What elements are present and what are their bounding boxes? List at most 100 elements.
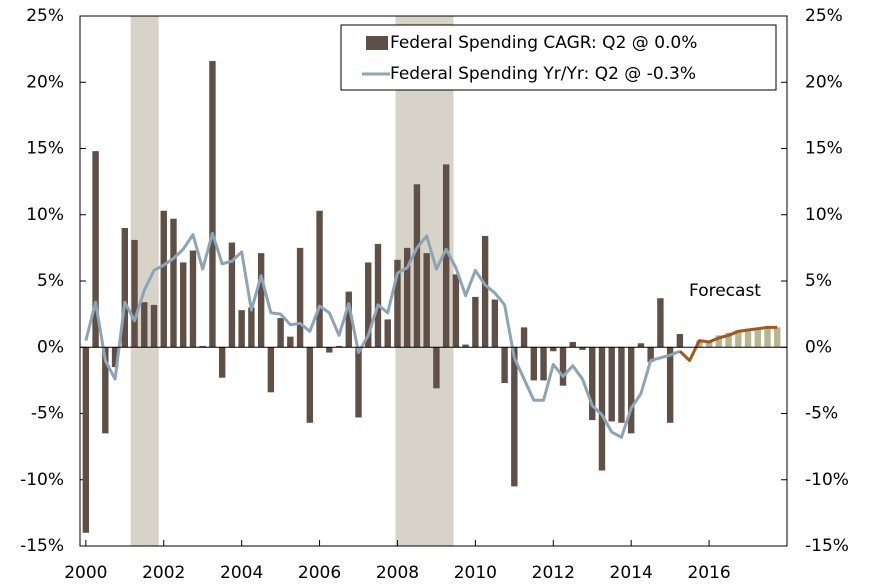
yoy-line (84, 231, 681, 439)
bar (267, 347, 275, 393)
y-tick-label: 0% (37, 337, 64, 357)
bar (754, 328, 761, 348)
bar (676, 334, 684, 348)
bar (316, 210, 323, 348)
bar (569, 341, 576, 348)
y2-tick-label: 0% (805, 337, 832, 357)
bar (355, 347, 362, 418)
bar (228, 242, 236, 348)
bar (384, 319, 391, 348)
bar (306, 347, 314, 423)
bar (131, 239, 138, 348)
bar (725, 332, 732, 348)
bar (413, 184, 421, 348)
bar (589, 347, 596, 421)
bar (111, 347, 119, 368)
bar (121, 228, 128, 348)
bar (657, 298, 664, 348)
bar (433, 347, 440, 389)
bar (774, 327, 781, 348)
bar (141, 302, 148, 348)
bar (637, 343, 645, 348)
bar (744, 328, 752, 348)
bar (238, 310, 245, 348)
legend-label: Federal Spending CAGR: Q2 @ 0.0% (390, 33, 697, 53)
y2-tick-label: 10% (805, 205, 843, 225)
bar (218, 347, 226, 378)
bar (481, 235, 489, 348)
bar (374, 243, 382, 348)
bar (335, 345, 343, 348)
x-tick-label: 2008 (376, 563, 419, 583)
bar (618, 347, 625, 423)
x-tick-label: 2004 (220, 563, 263, 583)
bar (365, 262, 372, 348)
bar (102, 347, 109, 434)
bar (705, 340, 713, 348)
forecast-label: Forecast (689, 281, 761, 301)
bar (287, 336, 294, 348)
bar (462, 344, 469, 348)
y2-tick-label: -5% (805, 404, 838, 424)
bar (150, 304, 158, 348)
bar (530, 347, 538, 381)
y2-tick-label: -15% (805, 536, 849, 556)
y2-tick-label: 15% (805, 139, 843, 159)
y-tick-label: 25% (26, 6, 64, 26)
bar (764, 327, 771, 348)
legend-swatch (366, 36, 388, 50)
y-tick-label: 10% (26, 205, 64, 225)
x-tick-label: 2006 (298, 563, 341, 583)
bar (715, 335, 723, 348)
bar (627, 347, 635, 434)
x-tick-label: 2002 (142, 563, 185, 583)
bar (180, 262, 187, 348)
bar (92, 151, 99, 348)
x-tick-label: 2012 (532, 563, 575, 583)
bar (540, 347, 547, 381)
y-tick-label: -5% (31, 404, 64, 424)
bar (345, 291, 352, 348)
bar (735, 330, 742, 348)
bar (472, 296, 479, 348)
bar (189, 250, 197, 348)
y2-tick-label: -10% (805, 470, 849, 490)
y-tick-label: -15% (20, 536, 64, 556)
bar (296, 247, 304, 348)
bar (511, 347, 518, 487)
bar (248, 307, 255, 348)
bar (170, 218, 177, 348)
bar (491, 299, 499, 348)
bar (442, 164, 450, 348)
bar (550, 347, 557, 352)
bar (404, 247, 411, 348)
bar (608, 347, 615, 422)
legend-label: Federal Spending Yr/Yr: Q2 @ -0.3% (390, 64, 696, 84)
y-tick-label: -10% (20, 470, 64, 490)
bar (559, 347, 567, 386)
bar (452, 274, 460, 348)
x-tick-label: 2010 (454, 563, 497, 583)
bar (326, 347, 333, 353)
bar (647, 347, 654, 362)
y2-tick-label: 25% (805, 6, 843, 26)
bar (520, 327, 528, 348)
bar (666, 347, 674, 423)
bar (82, 347, 90, 533)
bar (598, 347, 606, 471)
bar (199, 345, 206, 348)
x-tick-label: 2000 (64, 563, 107, 583)
bar (394, 259, 401, 348)
y2-tick-label: 20% (805, 72, 843, 92)
legend-box (340, 24, 777, 91)
bar (501, 347, 508, 384)
bar (423, 253, 430, 348)
bar (579, 347, 586, 350)
y-tick-label: 5% (37, 271, 64, 291)
bar (209, 61, 216, 348)
bar (257, 253, 265, 348)
y-tick-label: 20% (26, 72, 64, 92)
x-tick-label: 2016 (687, 563, 730, 583)
bar (277, 318, 284, 348)
y2-tick-label: 5% (805, 271, 832, 291)
